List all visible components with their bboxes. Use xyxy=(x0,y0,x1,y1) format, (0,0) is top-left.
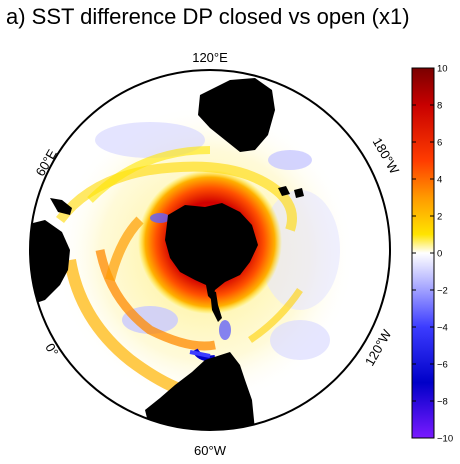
lon-label-upper-right: 180°W xyxy=(370,135,403,177)
colorbar-tick-label: 0 xyxy=(437,249,442,260)
colorbar-tick-label: 2 xyxy=(437,212,442,223)
colorbar-tick-label: 4 xyxy=(437,175,442,186)
lon-label-lower-right: 120°W xyxy=(362,326,395,368)
colorbar-tick-label: −8 xyxy=(437,397,448,408)
land-masses xyxy=(30,78,304,430)
colorbar-tick-label: −6 xyxy=(437,360,448,371)
map-boundary-circle xyxy=(29,69,391,431)
colorbar: 10 8 6 4 2 0 −2 −4 −6 −8 −10 xyxy=(411,64,453,445)
colorbar-tick-label: −4 xyxy=(437,323,448,334)
lon-label-bottom: 60°W xyxy=(194,443,227,458)
sst-field xyxy=(30,78,355,430)
lon-label-lower-left: 0° xyxy=(42,341,61,359)
lon-label-top: 120°E xyxy=(192,50,228,65)
lon-label-upper-left: 60°E xyxy=(33,146,60,178)
map-title: a) SST difference DP closed vs open (x1) xyxy=(6,4,410,29)
colorbar-tick-label: 8 xyxy=(437,101,442,112)
colorbar-tick-label: −10 xyxy=(437,434,453,445)
colorbar-tick-label: 10 xyxy=(437,64,448,75)
colorbar-tick-label: 6 xyxy=(437,138,442,149)
colorbar-tick-label: −2 xyxy=(437,286,448,297)
